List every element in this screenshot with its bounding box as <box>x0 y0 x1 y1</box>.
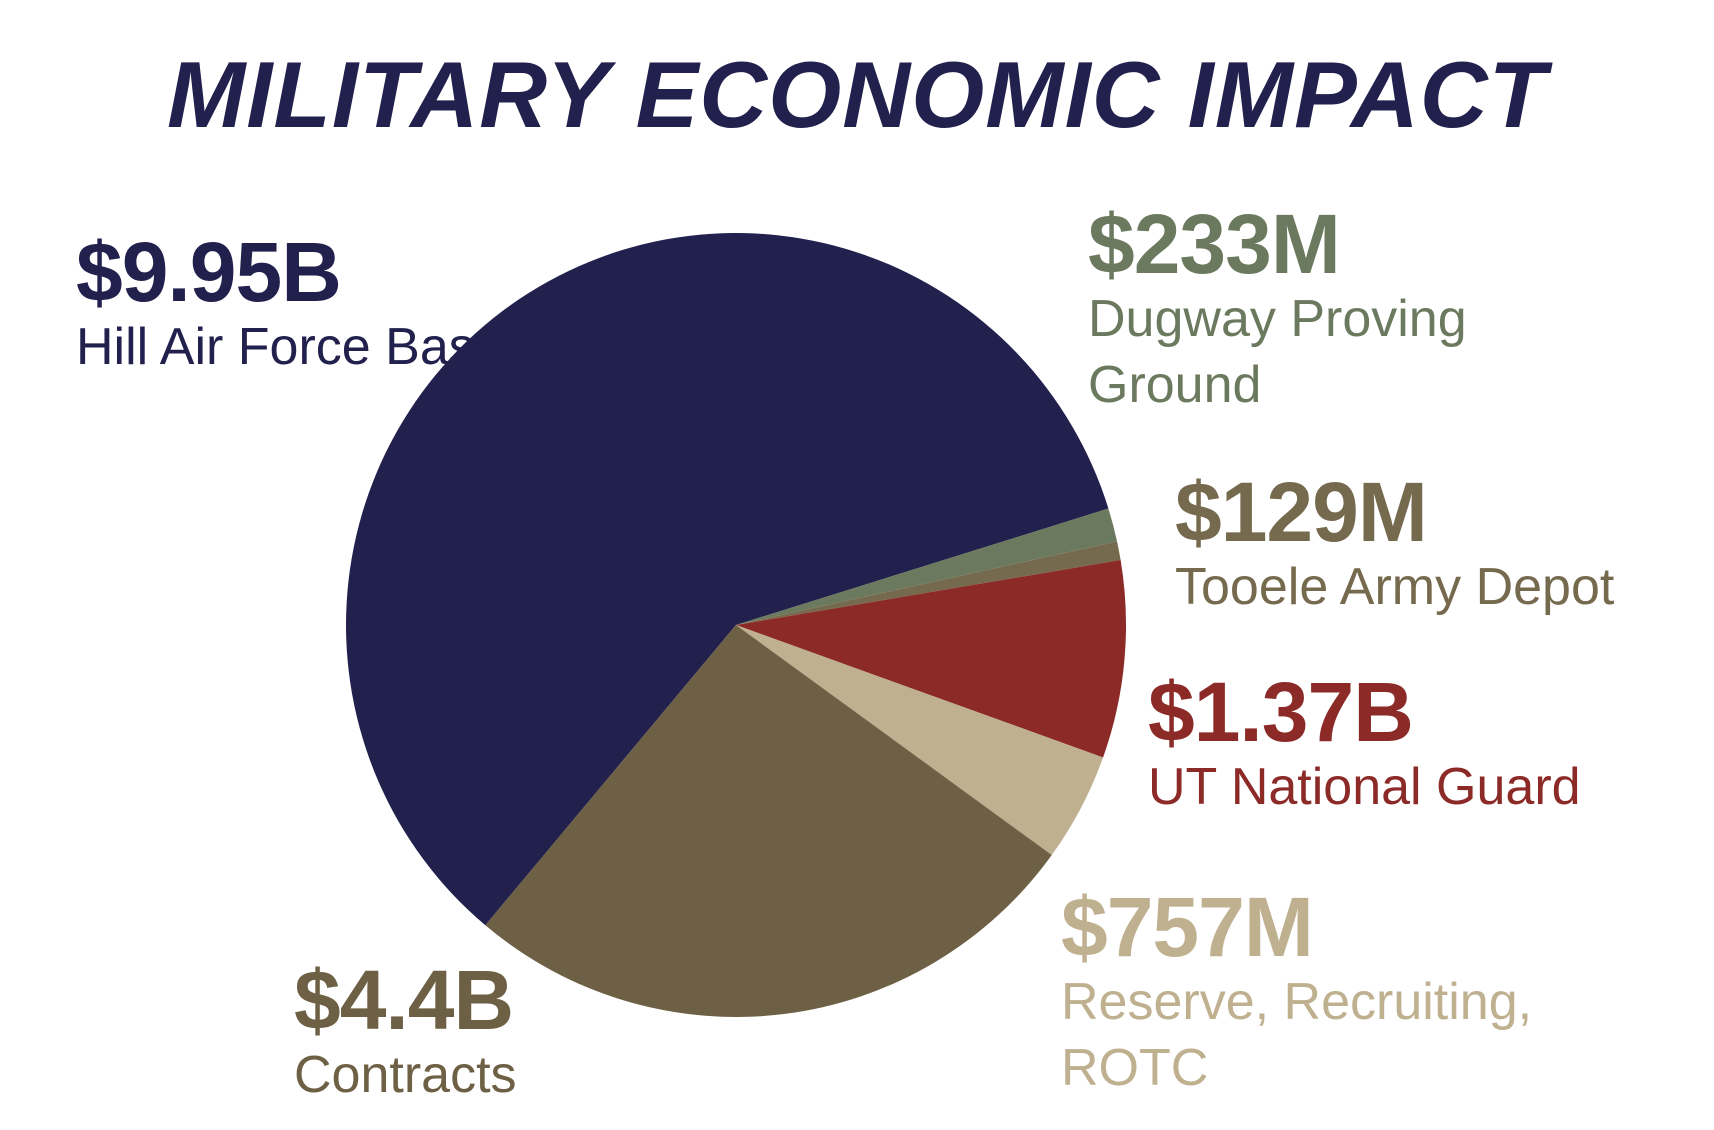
slice-value-tooele-army-depot: $129M <box>1175 465 1428 559</box>
pie-slice-ut-national-guard <box>736 560 1127 758</box>
slice-label-ut-national-guard: $1.37B UT National Guard <box>1148 670 1581 820</box>
slice-value-dugway-proving-ground: $233M <box>1088 197 1341 291</box>
pie-slice-reserve-recruiting-rotc <box>736 625 1104 856</box>
slice-label-tooele-army-depot: $129M Tooele Army Depot <box>1175 470 1614 620</box>
slice-label-contracts: $4.4B Contracts <box>294 958 517 1108</box>
slice-label-hill-air-force-base: $9.95B Hill Air Force Base <box>76 230 596 380</box>
pie-slice-contracts <box>485 625 1052 1018</box>
slice-name-tooele-army-depot: Tooele Army Depot <box>1175 558 1615 616</box>
slice-name-ut-national-guard: UT National Guard <box>1148 758 1581 816</box>
slice-value-contracts: $4.4B <box>294 953 514 1047</box>
chart-title: MILITARY ECONOMIC IMPACT <box>166 42 1548 147</box>
slice-label-dugway-proving-ground: $233M Dugway Proving Ground <box>1088 202 1608 418</box>
pie-slice-dugway-proving-ground <box>736 508 1118 625</box>
slice-value-reserve-recruiting-rotc: $757M <box>1061 880 1314 974</box>
pie-slice-hill-air-force-base <box>346 233 1109 926</box>
slice-value-ut-national-guard: $1.37B <box>1148 665 1414 759</box>
slice-name-dugway-proving-ground: Dugway Proving Ground <box>1088 290 1467 414</box>
slice-value-hill-air-force-base: $9.95B <box>76 225 342 319</box>
slice-name-hill-air-force-base: Hill Air Force Base <box>76 318 504 376</box>
pie-slice-tooele-army-depot <box>736 541 1121 625</box>
slice-name-reserve-recruiting-rotc: Reserve, Recruiting, ROTC <box>1061 973 1533 1097</box>
slice-name-contracts: Contracts <box>294 1046 517 1104</box>
slice-label-reserve-recruiting-rotc: $757M Reserve, Recruiting, ROTC <box>1061 885 1581 1101</box>
